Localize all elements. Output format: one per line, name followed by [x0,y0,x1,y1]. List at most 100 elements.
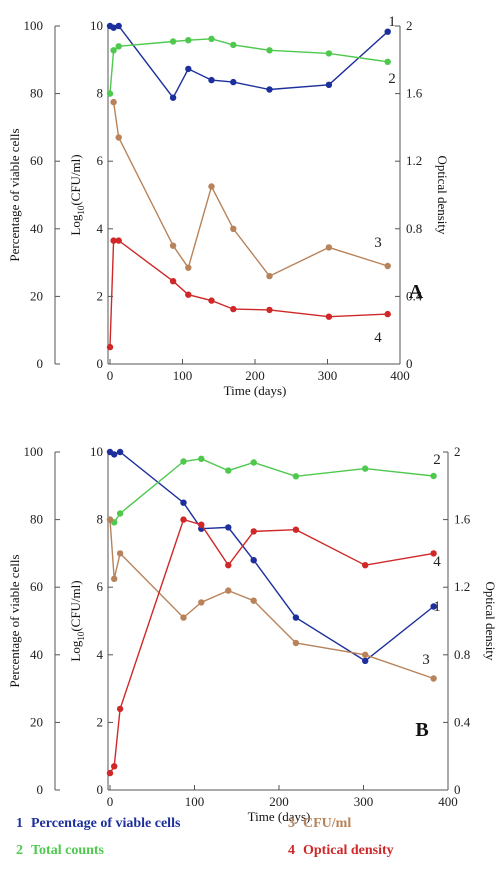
y-tick-label-right: 2 [454,444,461,459]
data-point-series-1 [430,603,437,610]
data-point-series-4 [116,705,124,713]
data-point-series-3 [266,272,273,280]
data-point-series-4 [208,297,215,304]
data-point-series-2 [106,90,114,97]
y-tick-label-right: 1.2 [406,153,422,168]
data-point-series-1 [208,76,215,84]
y-tick-label-outer: 40 [30,647,43,662]
series-label-2: 2 [388,71,396,87]
y-tick-label-outer: 0 [37,356,44,371]
x-tick-label: 400 [438,794,458,809]
data-point-series-2 [362,465,369,472]
y-tick-label-inner: 0 [97,782,104,797]
y-tick-label-right: 0.8 [454,647,470,662]
y-axis-title-outer: Percentage of viable cells [7,128,22,261]
y-tick-label-inner: 10 [90,444,103,459]
data-point-series-4 [106,343,114,351]
data-point-series-3 [180,614,187,621]
data-point-series-1 [110,24,117,31]
data-point-series-3 [430,675,437,682]
y-tick-label-outer: 80 [30,512,43,527]
y-tick-label-inner: 4 [97,647,104,662]
y-tick-label-right: 0.4 [406,288,423,303]
x-tick-label: 0 [107,368,114,383]
legend-item-4: 4 Optical density [288,843,394,858]
data-point-series-4 [384,310,391,318]
x-tick-label: 0 [107,794,114,809]
series-line-1 [109,451,435,662]
data-point-series-1 [325,81,333,89]
data-point-series-4 [169,278,177,285]
y-tick-label-inner: 2 [97,288,104,303]
series-label-2: 2 [433,452,441,468]
y-tick-label-outer: 40 [30,221,43,236]
data-point-series-4 [230,305,237,313]
x-axis-title: Time (days) [224,383,287,398]
x-tick-label: 300 [318,368,338,383]
data-point-series-3 [225,587,232,594]
data-point-series-4 [111,763,118,770]
legend-item-1: 1 Percentage of viable cells [16,816,181,831]
y-tick-label-inner: 8 [97,86,104,101]
x-tick-label: 200 [245,368,265,383]
data-point-series-4 [325,313,333,320]
series-label-1: 1 [433,599,441,615]
series-label-3: 3 [374,235,382,251]
data-point-series-1 [116,448,124,456]
y-axis-title-inner: Log10(CFU/ml) [68,154,86,235]
series-line-4 [109,518,434,774]
x-tick-label: 100 [185,794,205,809]
data-point-series-4 [115,237,122,244]
series-line-2 [109,458,434,524]
y-tick-label-inner: 10 [90,18,103,33]
data-point-series-1 [225,524,232,531]
data-point-series-4 [198,521,205,528]
data-point-series-3 [325,244,333,251]
series-label-4: 4 [433,554,441,570]
y-axis-title-inner: Log10(CFU/ml) [68,580,86,661]
data-point-series-3 [185,264,192,271]
y-tick-label-right: 1.6 [454,512,471,527]
y-tick-label-inner: 4 [97,221,104,236]
data-point-series-4 [362,562,369,569]
y-tick-label-right: 1.2 [454,579,470,594]
data-point-series-4 [250,528,257,535]
series-label-1: 1 [388,14,396,30]
y-tick-label-inner: 0 [97,356,104,371]
legend-item-2: 2 Total counts [16,843,105,858]
data-point-series-3 [250,597,257,604]
series-line-3 [112,102,388,277]
y-tick-label-inner: 8 [97,512,104,527]
data-point-series-1 [384,28,391,35]
series-label-3: 3 [422,652,430,668]
y-tick-label-outer: 100 [24,18,44,33]
y-axis-title-outer: Percentage of viable cells [7,554,22,687]
data-point-series-2 [116,510,124,517]
data-point-series-2 [208,35,215,42]
y-tick-label-outer: 60 [30,579,43,594]
data-point-series-2 [384,58,391,65]
data-point-series-2 [266,47,273,54]
x-tick-label: 100 [173,368,193,383]
data-point-series-4 [180,516,187,523]
y-tick-label-inner: 6 [97,153,104,168]
series-line-3 [109,519,434,680]
data-point-series-4 [292,526,300,533]
y-tick-label-outer: 80 [30,86,43,101]
y-tick-label-right: 0.8 [406,221,422,236]
series-label-4: 4 [374,330,382,346]
data-point-series-4 [430,550,437,557]
data-point-series-3 [169,242,177,249]
x-tick-label: 400 [390,368,410,383]
y-tick-label-inner: 2 [97,714,104,729]
y-tick-label-outer: 100 [24,444,44,459]
data-point-series-4 [110,237,117,244]
data-point-series-2 [198,455,205,462]
data-point-series-1 [292,614,300,621]
data-point-series-2 [115,43,122,50]
data-point-series-3 [362,651,369,658]
data-point-series-3 [115,134,122,141]
data-point-series-4 [225,562,232,569]
